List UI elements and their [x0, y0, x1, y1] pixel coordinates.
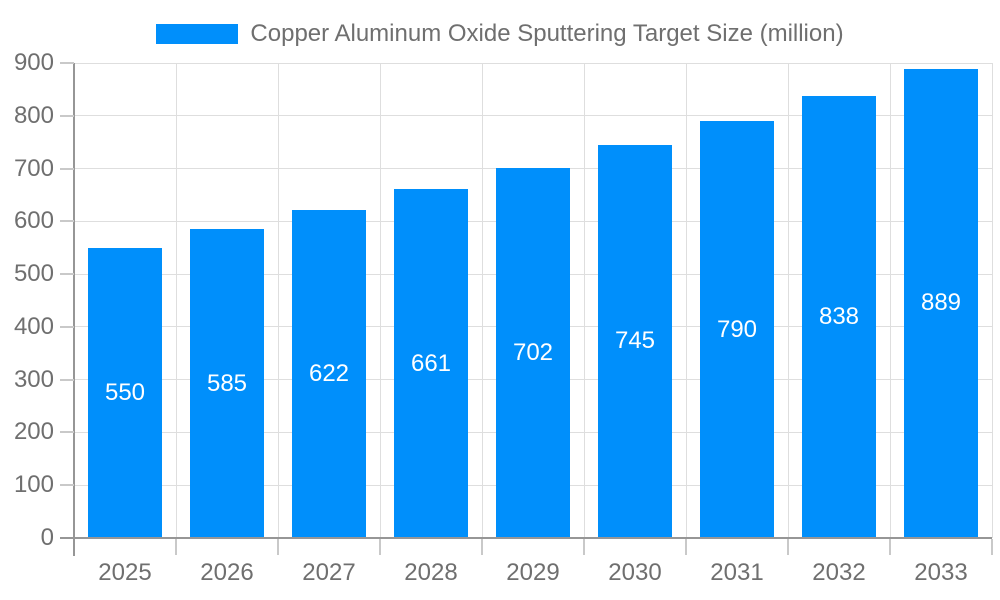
y-tick-label: 200	[13, 418, 54, 446]
x-tick-label: 2030	[608, 559, 662, 586]
y-tick	[60, 273, 74, 276]
bar-value-label: 550	[104, 378, 146, 406]
bar-2027[interactable]: 622	[292, 209, 366, 538]
bar-2031[interactable]: 790	[700, 121, 774, 538]
y-axis-labels: 0 100 200 300 400 500 600 700 800 900	[0, 51, 54, 550]
bar-value-label: 622	[308, 359, 350, 387]
bar-2028[interactable]: 661	[394, 189, 468, 538]
y-tick-label: 500	[13, 260, 54, 288]
bar-2025[interactable]: 550	[88, 247, 162, 538]
x-tick-label: 2028	[404, 559, 458, 586]
y-tick	[60, 62, 74, 64]
y-tick-label: 300	[13, 365, 54, 393]
y-tick	[60, 484, 74, 487]
x-tick-label: 2033	[914, 559, 968, 586]
x-tick	[277, 539, 279, 555]
x-tick	[685, 539, 687, 555]
y-tick	[60, 167, 74, 170]
y-tick-label: 600	[13, 207, 54, 235]
h-gridline	[74, 115, 992, 117]
x-tick-label: 2031	[710, 559, 764, 586]
y-tick	[60, 325, 74, 328]
plot-area: 550 585 622 661 702 745 790 838 889	[74, 62, 993, 538]
y-tick	[60, 431, 74, 434]
legend: Copper Aluminum Oxide Sputtering Target …	[0, 20, 1000, 48]
v-gridline	[277, 63, 279, 538]
x-tick-label: 2032	[812, 559, 866, 586]
y-tick	[60, 378, 74, 381]
v-gridline	[379, 63, 381, 538]
y-tick-label: 800	[13, 101, 54, 129]
legend-swatch-icon	[156, 24, 239, 44]
x-tick	[583, 539, 585, 555]
y-tick-label: 900	[13, 49, 54, 76]
legend-item[interactable]: Copper Aluminum Oxide Sputtering Target …	[156, 20, 844, 48]
x-axis-line	[60, 537, 992, 539]
bar-2032[interactable]: 838	[802, 95, 876, 538]
bar-value-label: 838	[818, 302, 860, 330]
bar-2030[interactable]: 745	[598, 144, 672, 538]
x-tick	[175, 539, 177, 555]
y-tick-label: 0	[40, 524, 54, 551]
v-gridline	[991, 63, 993, 538]
bar-2029[interactable]: 702	[496, 167, 570, 538]
x-tick	[787, 539, 789, 555]
bar-2026[interactable]: 585	[190, 229, 264, 538]
v-gridline	[889, 63, 891, 538]
bar-value-label: 661	[410, 349, 452, 377]
x-tick-label: 2029	[506, 559, 560, 586]
x-tick	[991, 539, 993, 555]
x-tick	[379, 539, 381, 555]
x-axis-labels: 2025 2026 2027 2028 2029 2030 2031 2032 2033	[74, 559, 992, 592]
bar-value-label: 702	[512, 338, 554, 366]
y-tick	[60, 114, 74, 117]
x-tick-label: 2026	[200, 559, 254, 586]
y-tick-label: 700	[13, 154, 54, 182]
x-tick-label: 2027	[302, 559, 356, 586]
v-gridline	[583, 63, 585, 538]
y-axis-line	[73, 63, 75, 556]
h-gridline	[74, 62, 992, 64]
y-tick	[60, 220, 74, 223]
bar-value-label: 585	[206, 369, 248, 397]
bar-value-label: 745	[614, 327, 656, 355]
bar-2033[interactable]: 889	[904, 68, 978, 538]
bar-value-label: 790	[716, 315, 758, 343]
x-tick	[481, 539, 483, 555]
v-gridline	[685, 63, 687, 538]
v-gridline	[787, 63, 789, 538]
y-tick-label: 400	[13, 312, 54, 340]
v-gridline	[175, 63, 177, 538]
x-tick	[889, 539, 891, 555]
v-gridline	[481, 63, 483, 538]
x-tick-label: 2025	[98, 559, 152, 586]
bar-value-label: 889	[920, 289, 962, 317]
y-tick-label: 100	[13, 471, 54, 499]
legend-label: Copper Aluminum Oxide Sputtering Target …	[250, 20, 844, 47]
